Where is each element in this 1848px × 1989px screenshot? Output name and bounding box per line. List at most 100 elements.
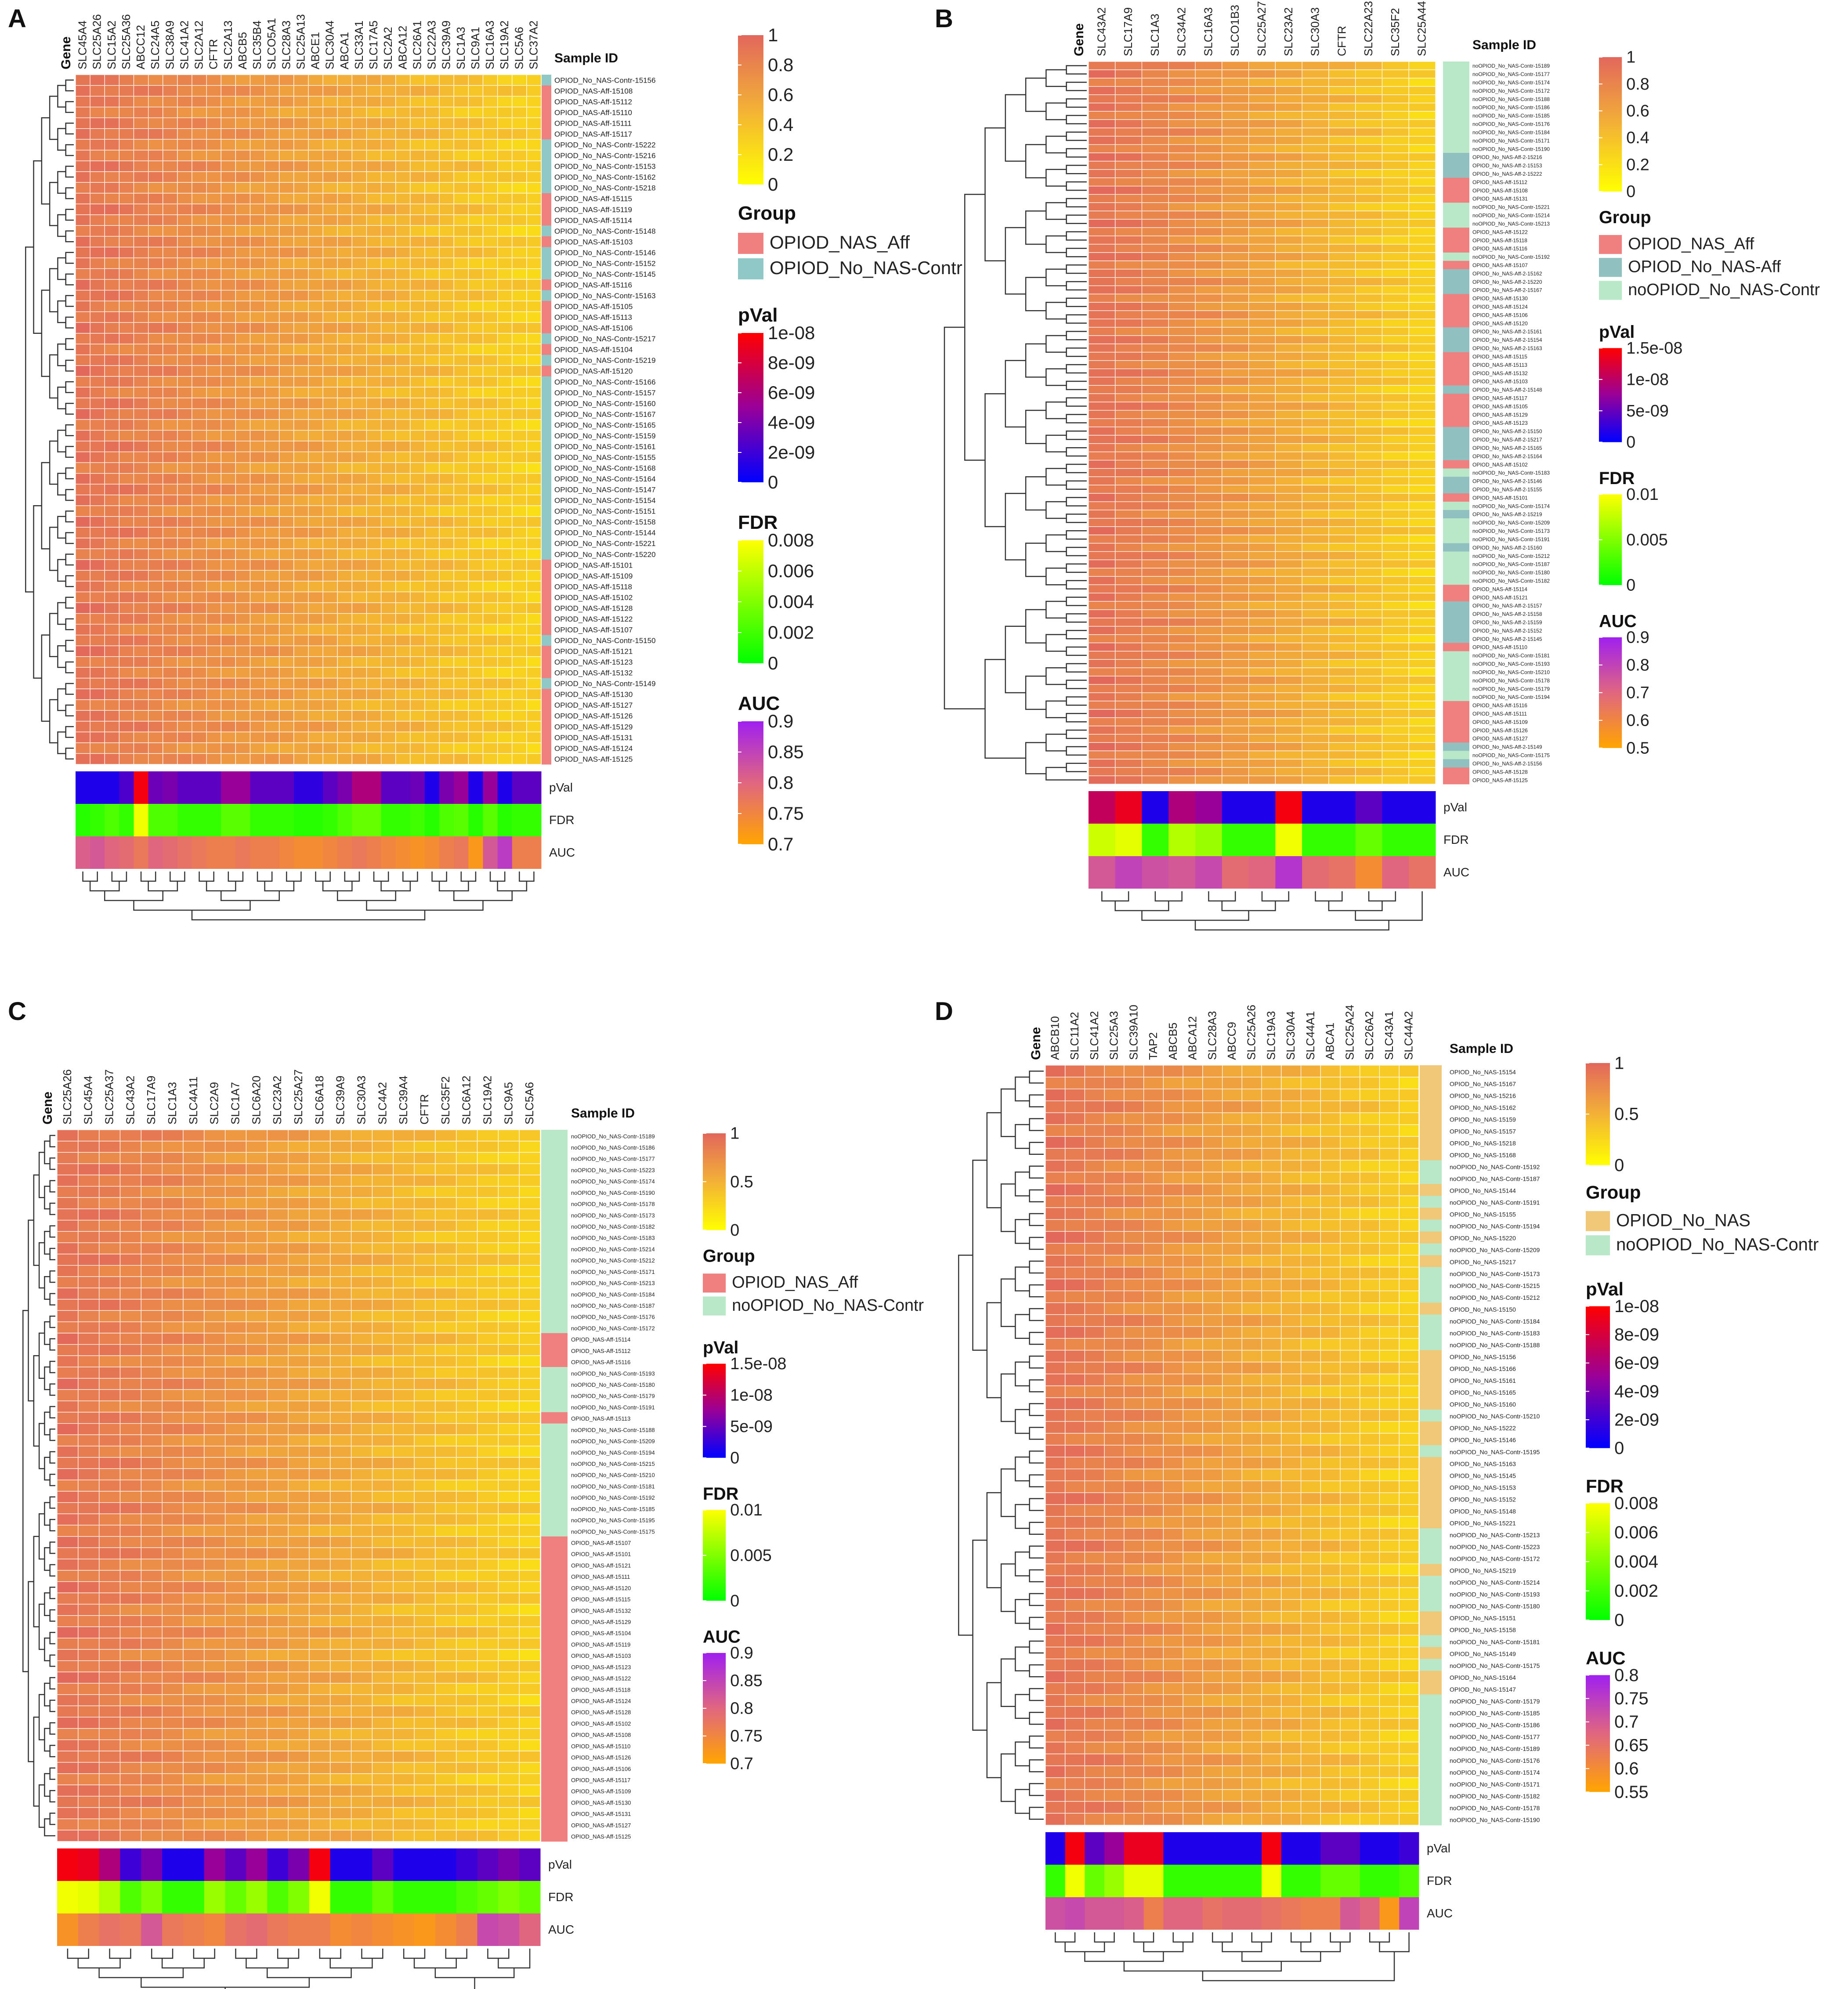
- heatmap-cell: [293, 570, 309, 582]
- heatmap-cell: [279, 279, 294, 291]
- heatmap-cell: [381, 106, 396, 118]
- heatmap-cell: [1115, 144, 1143, 153]
- heatmap-cell: [192, 193, 207, 204]
- heatmap-cell: [1275, 601, 1302, 610]
- gene-label: SLC25A26: [61, 1069, 74, 1125]
- heatmap-cell: [119, 731, 134, 743]
- heatmap-cell: [1275, 734, 1302, 743]
- heatmap-cell: [1381, 310, 1409, 319]
- heatmap-cell: [235, 311, 251, 323]
- auc-tick-label: 0.8: [768, 772, 793, 793]
- heatmap-cell: [1248, 127, 1276, 137]
- heatmap-cell: [1222, 252, 1249, 261]
- heatmap-cell: [264, 731, 280, 743]
- heatmap-cell: [468, 538, 484, 549]
- sample-label: OPIOD_NAS-Aff-15112: [1472, 179, 1527, 185]
- heatmap-cell: [424, 451, 440, 463]
- heatmap-cell: [1141, 593, 1169, 602]
- sample-label: OPIOD_NAS-Aff-15123: [554, 658, 633, 666]
- heatmap-cell: [498, 1479, 520, 1492]
- heatmap-cell: [1381, 260, 1409, 270]
- heatmap-cell: [1195, 734, 1222, 743]
- heatmap-cell: [1248, 318, 1276, 328]
- heatmap-cell: [424, 473, 440, 485]
- gene-label: SLC9A5: [502, 1082, 515, 1125]
- heatmap-cell: [424, 656, 440, 668]
- heatmap-cell: [439, 150, 454, 161]
- heatmap-cell: [279, 721, 294, 733]
- heatmap-cell: [512, 538, 527, 549]
- heatmap-cell: [1141, 327, 1169, 336]
- heatmap-cell: [526, 106, 542, 118]
- heatmap-cell: [322, 635, 338, 646]
- heatmap-cell: [133, 667, 149, 679]
- heatmap-cell: [497, 538, 513, 549]
- heatmap-cell: [1275, 318, 1302, 328]
- heatmap-cell: [206, 333, 221, 344]
- heatmap-cell: [322, 365, 338, 377]
- heatmap-cell: [1222, 734, 1249, 743]
- heatmap-cell: [104, 419, 119, 431]
- heatmap-cell: [512, 742, 527, 754]
- heatmap-cell: [90, 581, 105, 593]
- heatmap-cell: [453, 376, 469, 388]
- gene-label: SLC9A1: [469, 27, 482, 69]
- sample-label: OPIOD_No_NAS-Aff-2-15163: [1472, 345, 1542, 351]
- heatmap-cell: [477, 1491, 499, 1503]
- heatmap-cell: [410, 678, 425, 689]
- heatmap-cell: [250, 344, 265, 355]
- heatmap-cell: [439, 333, 454, 344]
- heatmap-cell: [267, 1186, 289, 1198]
- dendrogram-branch: [104, 891, 163, 901]
- heatmap-cell: [119, 656, 134, 668]
- heatmap-cell: [468, 246, 484, 258]
- heatmap-cell: [177, 160, 192, 172]
- heatmap-cell: [497, 419, 513, 431]
- heatmap-cell: [206, 484, 221, 495]
- heatmap-cell: [1115, 227, 1143, 236]
- heatmap-cell: [337, 225, 352, 237]
- heatmap-cell: [183, 1287, 205, 1300]
- heatmap-cell: [381, 516, 396, 528]
- heatmap-cell: [1168, 235, 1196, 245]
- heatmap-cell: [1275, 335, 1302, 344]
- sample-label: OPIOD_NAS-Aff-15126: [554, 712, 633, 720]
- heatmap-cell: [267, 1389, 289, 1401]
- heatmap-cell: [351, 408, 367, 420]
- heatmap-cell: [206, 106, 221, 118]
- heatmap-cell: [279, 365, 294, 377]
- heatmap-cell: [1275, 393, 1302, 402]
- heatmap-cell: [1195, 194, 1222, 203]
- heatmap-cell: [410, 731, 425, 743]
- heatmap-cell: [366, 236, 382, 248]
- heatmap-cell: [192, 667, 207, 679]
- heatmap-cell: [453, 279, 469, 291]
- heatmap-cell: [177, 117, 192, 129]
- heatmap-cell: [75, 236, 90, 248]
- heatmap-cell: [141, 1581, 163, 1593]
- heatmap-cell: [372, 1412, 394, 1424]
- heatmap-cell: [264, 268, 280, 280]
- heatmap-cell: [104, 678, 119, 689]
- heatmap-cell: [519, 1536, 541, 1548]
- heatmap-cell: [148, 538, 163, 549]
- heatmap-cell: [1195, 219, 1222, 228]
- heatmap-cell: [119, 365, 134, 377]
- heatmap-cell: [1355, 676, 1383, 685]
- heatmap-cell: [162, 1412, 184, 1424]
- annotation-cell-auc: [1409, 856, 1436, 889]
- heatmap-cell: [1115, 709, 1143, 718]
- pval-tick-label: 2e-09: [768, 442, 815, 463]
- heatmap-cell: [57, 1163, 79, 1175]
- heatmap-cell: [477, 1321, 499, 1334]
- heatmap-cell: [250, 656, 265, 668]
- heatmap-cell: [78, 1423, 100, 1435]
- heatmap-cell: [512, 236, 527, 248]
- heatmap-cell: [1275, 269, 1302, 278]
- dendrogram-branch: [286, 872, 302, 882]
- heatmap-cell: [133, 300, 149, 312]
- annotation-cell-pval: [90, 771, 105, 804]
- heatmap-cell: [393, 1468, 415, 1480]
- heatmap-cell: [133, 591, 149, 603]
- heatmap-cell: [99, 1502, 121, 1514]
